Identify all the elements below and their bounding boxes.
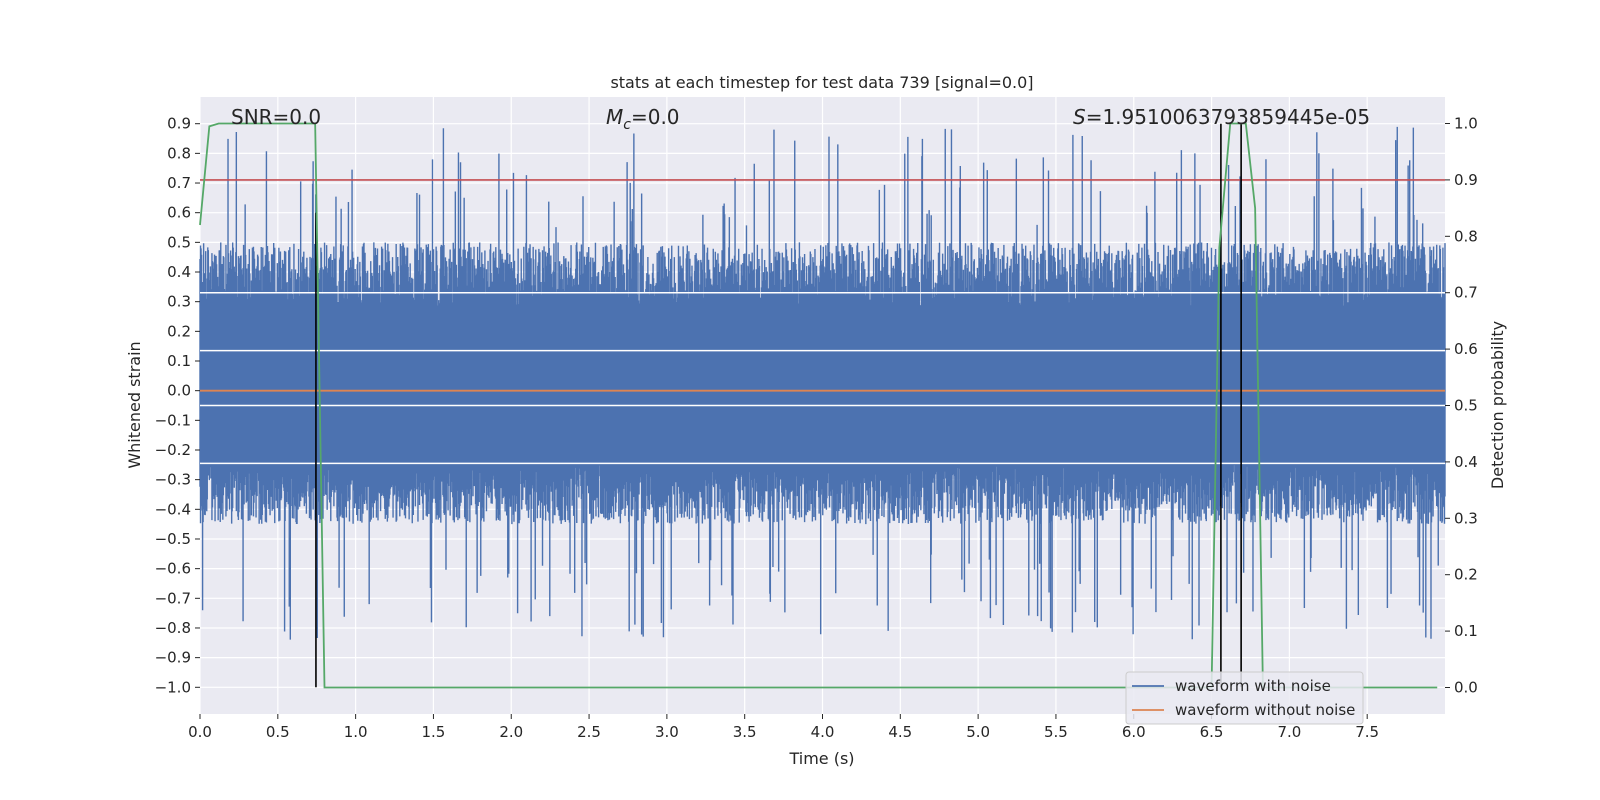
mc-annotation: Mc=0.0 xyxy=(606,105,680,133)
y-tick-label: −0.5 xyxy=(155,530,191,548)
x-tick-label: 5.5 xyxy=(1044,723,1068,741)
y-tick-label: −0.2 xyxy=(155,441,191,459)
x-tick-label: 4.0 xyxy=(811,723,835,741)
x-tick-label: 6.0 xyxy=(1122,723,1146,741)
y-tick-label: 0.9 xyxy=(167,115,191,133)
y-tick-label: 0.7 xyxy=(167,174,191,192)
y2-tick-label: 0.2 xyxy=(1454,566,1478,584)
snr-annotation: SNR=0.0 xyxy=(231,105,321,129)
legend-label-waveform-without-noise: waveform without noise xyxy=(1175,701,1355,719)
chart-title: stats at each timestep for test data 739… xyxy=(610,73,1033,92)
y2-tick-label: 0.9 xyxy=(1454,171,1478,189)
y-tick-label: 0.4 xyxy=(167,263,191,281)
y-tick-label: −0.9 xyxy=(155,649,191,667)
x-tick-label: 3.0 xyxy=(655,723,679,741)
x-tick-label: 0.5 xyxy=(266,723,290,741)
x-tick-label: 1.0 xyxy=(344,723,368,741)
x-tick-label: 0.0 xyxy=(188,723,212,741)
x-tick-label: 6.5 xyxy=(1200,723,1224,741)
x-tick-label: 1.5 xyxy=(422,723,446,741)
y2-tick-label: 0.4 xyxy=(1454,453,1478,471)
y-tick-label: 0.3 xyxy=(167,293,191,311)
x-tick-label: 4.5 xyxy=(888,723,912,741)
y-tick-label: 0.1 xyxy=(167,352,191,370)
y-axis-label: Whitened strain xyxy=(125,341,144,468)
legend-box xyxy=(1125,671,1364,725)
x-tick-label: 2.0 xyxy=(499,723,523,741)
legend-label-waveform-with-noise: waveform with noise xyxy=(1175,677,1331,695)
y2-tick-label: 0.1 xyxy=(1454,622,1478,640)
overlay-lines xyxy=(199,122,1445,689)
y2-tick-label: 1.0 xyxy=(1454,115,1478,133)
y-tick-label: 0.8 xyxy=(167,144,191,162)
y-tick-label: 0.0 xyxy=(167,382,191,400)
x-tick-label: 3.5 xyxy=(733,723,757,741)
s-annotation: S=1.9510063793859445e-05 xyxy=(1073,105,1370,129)
y-tick-label: −0.8 xyxy=(155,619,191,637)
y-tick-label: −1.0 xyxy=(155,678,191,696)
x-tick-label: 7.5 xyxy=(1355,723,1379,741)
y2-tick-label: 0.8 xyxy=(1454,227,1478,245)
x-tick-label: 2.5 xyxy=(577,723,601,741)
x-axis-label: Time (s) xyxy=(788,749,854,768)
y2-tick-label: 0.5 xyxy=(1454,397,1478,415)
legend: waveform with noise waveform without noi… xyxy=(1125,671,1364,725)
y-tick-label: −0.3 xyxy=(155,471,191,489)
x-tick-label: 5.0 xyxy=(966,723,990,741)
y2-tick-label: 0.6 xyxy=(1454,340,1478,358)
y-tick-label: 0.2 xyxy=(167,322,191,340)
axes: 0.0 0.5 1.0 1.5 2.0 2.5 3.0 3.5 4.0 4.5 5.0 5.5 6.0 6… xyxy=(155,115,1478,741)
y2-axis-label: Detection probability xyxy=(1488,321,1507,489)
y2-tick-label: 0.3 xyxy=(1454,509,1478,527)
x-tick-label: 7.0 xyxy=(1277,723,1301,741)
y-tick-label: 0.5 xyxy=(167,233,191,251)
y2-tick-label: 0.7 xyxy=(1454,284,1478,302)
y-tick-label: −0.6 xyxy=(155,560,191,578)
y-tick-label: −0.4 xyxy=(155,500,191,518)
y2-tick-label: 0.0 xyxy=(1454,678,1478,696)
y-tick-label: 0.6 xyxy=(167,204,191,222)
y-tick-label: −0.7 xyxy=(155,589,191,607)
y-tick-label: −0.1 xyxy=(155,411,191,429)
